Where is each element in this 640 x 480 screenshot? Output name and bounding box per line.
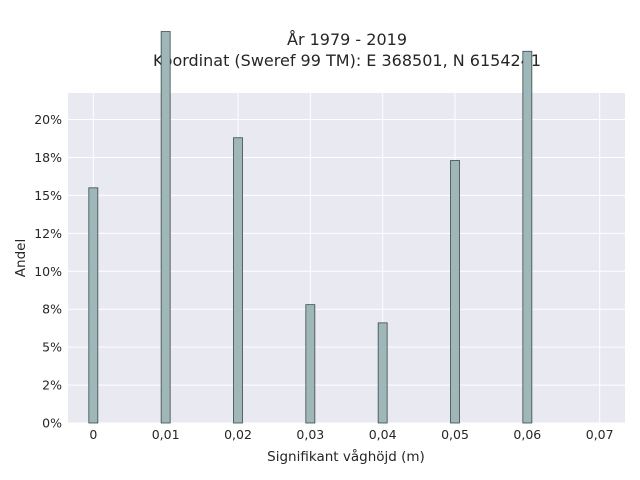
y-tick-labels: 0% 2% 5% 8% 10% 12% 15% 18% 20% [34,112,62,430]
y-tick-label-8: 20% [34,112,62,127]
y-tick-label-6: 15% [34,188,62,203]
x-axis-label: Signifikant våghöjd (m) [267,448,425,465]
x-tick-label-2: 0,02 [224,427,252,442]
bar-1 [160,31,171,424]
chart-title-line1: År 1979 - 2019 [287,30,407,49]
y-tick-label-5: 12% [34,226,62,241]
y-tick-label-7: 18% [34,150,62,165]
bar-0 [88,187,99,424]
x-tick-label-1: 0,01 [152,427,180,442]
bars [88,31,533,424]
plot-area [68,93,625,423]
y-tick-label-2: 5% [42,340,62,355]
x-tick-label-6: 0,06 [513,427,541,442]
x-tick-label-7: 0,07 [586,427,614,442]
y-tick-label-0: 0% [42,416,62,431]
chart-title-line2: Koordinat (Sweref 99 TM): E 368501, N 61… [153,51,541,70]
x-tick-label-4: 0,04 [369,427,397,442]
bar-4 [377,322,388,424]
bar-2 [233,137,243,424]
bar-5 [450,160,460,424]
y-tick-label-1: 2% [42,378,62,393]
bar-3 [305,304,316,424]
x-tick-label-0: 0 [89,427,97,442]
y-axis-label: Andel [13,239,29,277]
x-tick-label-5: 0,05 [441,427,469,442]
x-tick-label-3: 0,03 [296,427,324,442]
y-tick-label-4: 10% [34,264,62,279]
bar-6 [522,50,533,424]
x-tick-labels: 0 0,01 0,02 0,03 0,04 0,05 0,06 0,07 [89,427,613,442]
y-tick-label-3: 8% [42,302,62,317]
